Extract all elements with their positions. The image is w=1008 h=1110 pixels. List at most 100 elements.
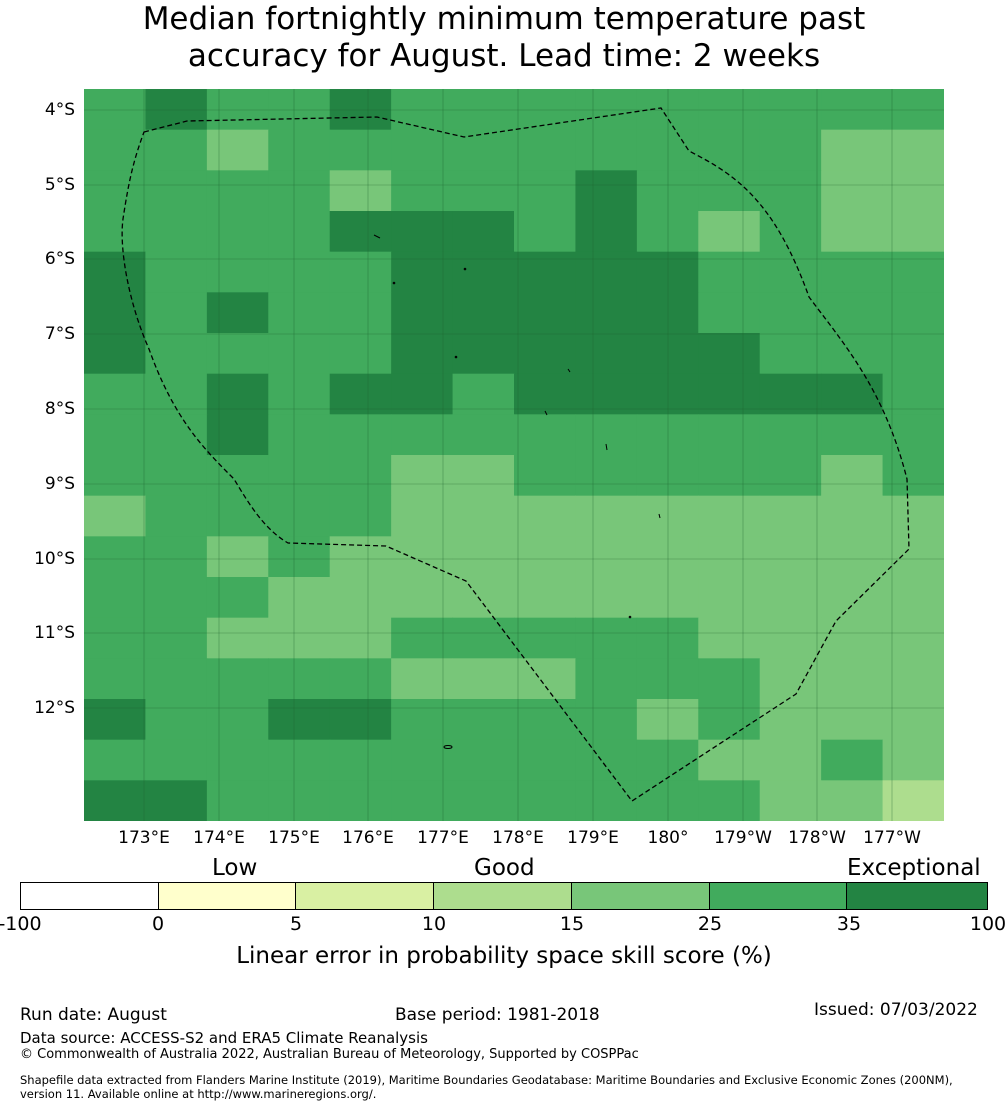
grid-cell — [329, 89, 392, 131]
grid-cell — [268, 170, 331, 212]
grid-cell — [452, 658, 515, 700]
grid-cell — [698, 89, 761, 131]
island-mark — [392, 281, 396, 285]
grid-cell — [698, 577, 761, 619]
map-canvas — [84, 89, 944, 821]
grid-cell — [268, 373, 331, 415]
lon-label-180: 180° — [647, 828, 689, 848]
grid-cell — [206, 699, 269, 741]
grid-cell — [514, 292, 576, 334]
grid-cell — [882, 658, 944, 700]
grid-cell — [84, 373, 146, 415]
grid-cell — [759, 292, 822, 334]
grid-cell — [145, 495, 208, 537]
colorbar-segment — [158, 883, 297, 909]
grid-cell — [514, 333, 576, 375]
grid-cell — [452, 617, 515, 659]
grid-cell — [84, 333, 146, 375]
grid-cell — [575, 333, 638, 375]
grid-cell — [206, 251, 269, 293]
grid-cell — [329, 455, 392, 497]
grid-cell — [329, 292, 392, 334]
island-mark — [567, 368, 571, 373]
grid-cell — [84, 495, 146, 537]
shapefile-credit-line-1: Shapefile data extracted from Flanders M… — [20, 1073, 953, 1087]
run-date: Run date: August — [20, 1005, 167, 1025]
grid-cell — [206, 739, 269, 781]
grid-cell — [698, 292, 761, 334]
grid-cell — [575, 170, 638, 212]
grid-cell — [821, 617, 884, 659]
lat-label-7s: 7°S — [44, 324, 75, 344]
grid-cell — [821, 658, 884, 700]
category-good-label: Good — [474, 855, 535, 881]
grid-cell — [84, 699, 146, 741]
lat-label-9s: 9°S — [44, 474, 75, 494]
grid-cell — [84, 292, 146, 334]
grid-cell — [268, 251, 331, 293]
island-mark — [454, 355, 458, 359]
grid-cell — [391, 89, 454, 131]
grid-cell — [329, 170, 392, 212]
grid-cell — [821, 414, 884, 456]
map-title-line-1: Median fortnightly minimum temperature p… — [142, 1, 866, 37]
grid-cell — [452, 739, 515, 781]
grid-cell — [206, 617, 269, 659]
colorbar-tick: 0 — [151, 913, 165, 935]
grid-cell — [882, 170, 944, 212]
grid-cell — [329, 699, 392, 741]
grid-cell — [698, 699, 761, 741]
grid-cell — [575, 699, 638, 741]
grid-cell — [575, 89, 638, 131]
island-markers — [373, 234, 661, 749]
grid-cell — [452, 699, 515, 741]
base-period: Base period: 1981-2018 — [395, 1005, 600, 1025]
grid-cell — [391, 577, 454, 619]
grid-cell — [268, 211, 331, 253]
grid-cell — [575, 211, 638, 253]
grid-cell — [206, 170, 269, 212]
grid-cell — [882, 617, 944, 659]
grid-cell — [268, 536, 331, 578]
grid-cell — [759, 251, 822, 293]
grid-cell — [514, 414, 576, 456]
lat-label-8s: 8°S — [44, 399, 75, 419]
grid-cell — [882, 699, 944, 741]
grid-cell — [698, 739, 761, 781]
grid-cell — [84, 739, 146, 781]
grid-cell — [145, 333, 208, 375]
grid-cell — [821, 251, 884, 293]
grid-cell — [759, 89, 822, 131]
grid-cell — [268, 292, 331, 334]
grid-cell — [268, 577, 331, 619]
grid-cell — [821, 292, 884, 334]
grid-cell — [84, 211, 146, 253]
grid-cell — [206, 292, 269, 334]
colorbar-segment — [847, 883, 988, 909]
category-exceptional-label: Exceptional — [847, 855, 981, 881]
grid-cell — [698, 373, 761, 415]
grid-cell — [452, 333, 515, 375]
grid-cell — [514, 577, 576, 619]
grid-cell — [391, 617, 454, 659]
grid-cell — [391, 333, 454, 375]
grid-cell — [821, 495, 884, 537]
grid-cell — [514, 536, 576, 578]
grid-cell — [145, 414, 208, 456]
grid-cell — [145, 699, 208, 741]
grid-cell — [821, 373, 884, 415]
grid-cell — [514, 211, 576, 253]
grid-cell — [329, 414, 392, 456]
grid-cell — [575, 129, 638, 171]
skill-score-map[interactable] — [84, 89, 944, 821]
grid-cell — [84, 617, 146, 659]
grid-cell — [759, 577, 822, 619]
grid-cell — [514, 780, 576, 821]
grid-cell — [145, 251, 208, 293]
grid-cell — [575, 292, 638, 334]
grid-cell — [575, 617, 638, 659]
lon-label-177w: 177°W — [863, 828, 921, 848]
colorbar-tick: 5 — [289, 913, 303, 935]
grid-cell — [391, 495, 454, 537]
grid-cell — [329, 333, 392, 375]
